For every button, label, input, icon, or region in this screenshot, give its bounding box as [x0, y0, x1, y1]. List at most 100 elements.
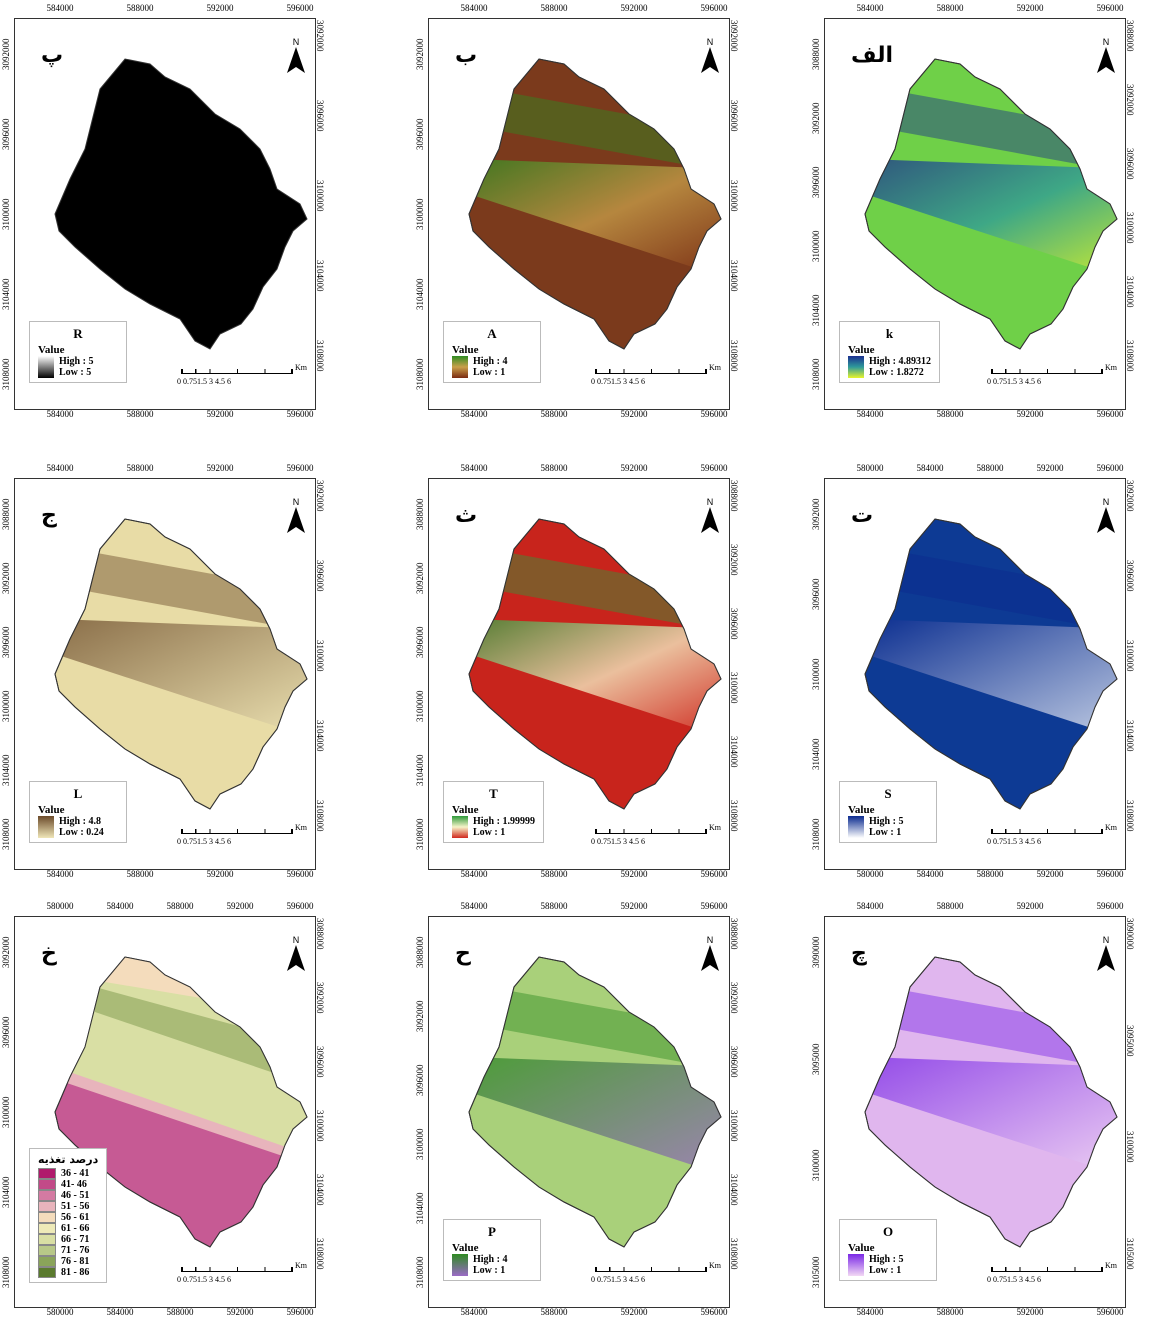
legend-class-label: 36 - 41	[61, 1168, 90, 1179]
map-frame: ج N L Value High : 4.8 Low : 0.24 0 0.751.5 3 …	[14, 478, 316, 870]
tick-label: 3108000	[1, 818, 11, 851]
north-arrow-icon: N	[285, 935, 307, 976]
legend-low: Low : 1	[473, 367, 506, 378]
tick-label: 3108000	[1, 1256, 11, 1289]
tick-label: 3108000	[811, 818, 821, 851]
tick-label: 596000	[1096, 409, 1124, 419]
legend-ramp	[38, 816, 54, 838]
legend-title: k	[885, 326, 894, 341]
legend-row: High : 4 Low : 1	[452, 356, 532, 378]
legend-title: A	[487, 326, 497, 341]
legend-row: High : 5 Low : 1	[848, 1254, 928, 1276]
watershed-map	[468, 956, 722, 1248]
tick-label: 588000	[166, 901, 194, 911]
legend-range: High : 5 Low : 1	[869, 816, 903, 838]
tick-label: 3096000	[1125, 560, 1135, 592]
tick-label: 3100000	[811, 230, 821, 263]
watershed-map	[468, 58, 722, 350]
tick-label: 3096000	[729, 100, 739, 132]
legend-low: Low : 1	[473, 1265, 506, 1276]
legend-value-label: Value	[38, 344, 65, 356]
tick-label: 592000	[226, 901, 254, 911]
scale-bar: 0 0.751.5 3 4.5 6 Km	[177, 823, 307, 851]
tick-label: 3104000	[315, 720, 325, 752]
legend-class: 41- 46	[38, 1179, 98, 1190]
tick-label: 596000	[286, 3, 314, 13]
scale-bar: 0 0.751.5 3 4.5 6 Km	[987, 823, 1117, 851]
tick-label: 596000	[286, 463, 314, 473]
legend-class-label: 46 - 51	[61, 1190, 90, 1201]
tick-label: 592000	[620, 869, 648, 879]
map-panel-b: 584000 588000 592000 596000 584000 588000 5920…	[414, 0, 744, 420]
map-frame: ح N P Value High : 4 Low : 1 0 0.751.5 3 4.5 6…	[428, 916, 730, 1308]
tick-label: 596000	[700, 869, 728, 879]
tick-label: 588000	[976, 869, 1004, 879]
tick-label: 3100000	[315, 640, 325, 672]
tick-label: 3100000	[1, 690, 11, 723]
scale-bar-unit: Km	[709, 363, 721, 372]
tick-label: 3092000	[729, 544, 739, 576]
tick-label: 3092000	[1125, 480, 1135, 512]
map-frame: ت N S Value High : 5 Low : 1 0 0.751.5 3 4.5 6…	[824, 478, 1126, 870]
tick-label: 588000	[540, 869, 568, 879]
legend-ramp	[452, 816, 468, 838]
legend-high: High : 5	[59, 356, 94, 367]
legend-range: High : 4 Low : 1	[473, 1254, 507, 1276]
north-arrow-icon: N	[1095, 497, 1117, 538]
scale-bar-numbers: 0 0.751.5 3 4.5 6	[177, 837, 231, 846]
tick-label: 3100000	[811, 1149, 821, 1182]
scale-bar-numbers: 0 0.751.5 3 4.5 6	[591, 837, 645, 846]
north-arrow-icon: N	[699, 497, 721, 538]
tick-label: 3092000	[315, 20, 325, 52]
tick-label: 596000	[700, 1307, 728, 1317]
scale-bar: 0 0.751.5 3 4.5 6 Km	[591, 823, 721, 851]
map-frame: ب N A Value High : 4 Low : 1 0 0.751.5 3 4.5 6…	[428, 18, 730, 410]
tick-label: 592000	[620, 1307, 648, 1317]
tick-label: 3104000	[315, 1174, 325, 1206]
legend-swatch	[38, 1256, 56, 1267]
tick-label: 592000	[1036, 869, 1064, 879]
tick-label: 3108000	[315, 1238, 325, 1270]
panel-label: ب	[455, 43, 478, 68]
legend-swatch	[38, 1168, 56, 1179]
map-panel-j: 584000 588000 592000 596000 584000 588000 5920…	[0, 460, 330, 880]
legend-title: S	[884, 786, 892, 801]
map-panel-h: 584000 588000 592000 596000 584000 588000 5920…	[414, 898, 744, 1318]
watershed-map	[468, 518, 722, 810]
tick-label: 596000	[286, 901, 314, 911]
scale-bar: 0 0.751.5 3 4.5 6 Km	[987, 363, 1117, 391]
legend: S Value High : 5 Low : 1	[839, 781, 937, 843]
legend-value-label: Value	[452, 344, 479, 356]
scale-bar-numbers: 0 0.751.5 3 4.5 6	[987, 1275, 1041, 1284]
north-label: N	[292, 497, 300, 507]
north-label: N	[1102, 37, 1110, 47]
north-arrow-icon: N	[1095, 935, 1117, 976]
legend-class: 71 - 76	[38, 1245, 98, 1256]
tick-label: 588000	[540, 3, 568, 13]
tick-label: 3090000	[811, 936, 821, 969]
north-arrow-icon: N	[285, 37, 307, 78]
tick-label: 592000	[620, 409, 648, 419]
legend: A Value High : 4 Low : 1	[443, 321, 541, 383]
legend-ramp	[848, 1254, 864, 1276]
tick-label: 596000	[700, 901, 728, 911]
legend-value-label: Value	[848, 1242, 875, 1254]
tick-label: 588000	[540, 1307, 568, 1317]
map-panel-p: 584000 588000 592000 596000 584000 588000 5920…	[0, 0, 330, 420]
recharge-legend: درصد تغذیه 36 - 41 41- 46 46 - 51 51 - 56 56 …	[29, 1148, 108, 1283]
tick-label: 596000	[286, 1307, 314, 1317]
legend-class: 66 - 71	[38, 1234, 98, 1245]
tick-label: 3088000	[315, 918, 325, 950]
map-frame: خ N درصد تغذیه 36 - 41 41- 46 46 - 51 51 - 56 5…	[14, 916, 316, 1308]
north-label: N	[1102, 935, 1110, 945]
tick-label: 3090000	[1125, 918, 1135, 950]
tick-label: 592000	[1016, 409, 1044, 419]
tick-label: 3088000	[1125, 20, 1135, 52]
tick-label: 3108000	[415, 818, 425, 851]
map-panel-alef: 584000 588000 592000 596000 584000 588000 5920…	[810, 0, 1140, 420]
legend-row: High : 1.99999 Low : 1	[452, 816, 535, 838]
tick-label: 3104000	[415, 754, 425, 787]
tick-label: 3104000	[811, 294, 821, 327]
tick-label: 3100000	[1, 198, 11, 231]
legend-class-label: 41- 46	[61, 1179, 87, 1190]
